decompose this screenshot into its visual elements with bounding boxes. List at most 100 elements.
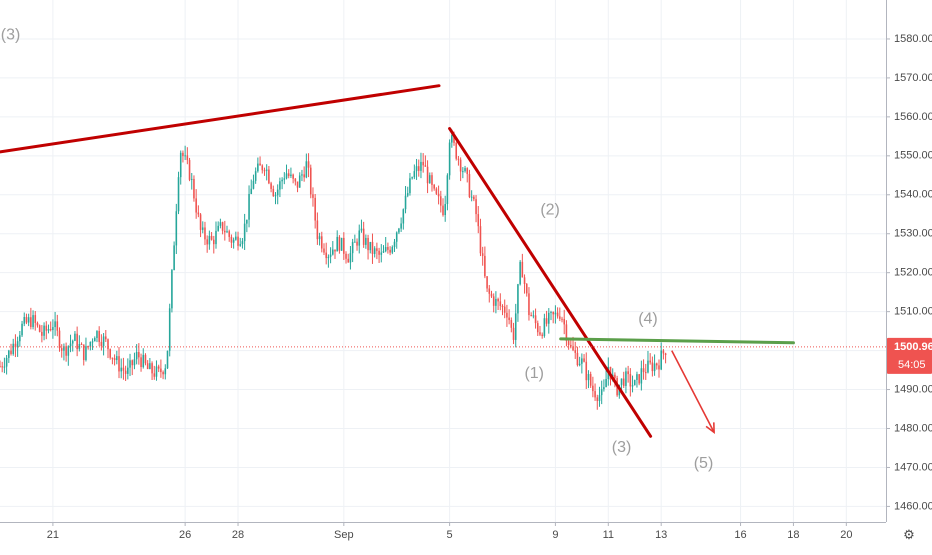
falling-trendline — [448, 127, 653, 438]
candle-body — [71, 340, 74, 344]
candle-body — [186, 155, 189, 161]
candle-body — [647, 360, 649, 373]
candle-body — [598, 395, 601, 402]
candle-body — [140, 357, 142, 368]
candle-body — [118, 356, 120, 372]
candle-body — [235, 236, 237, 240]
candle-body — [559, 316, 561, 319]
candle-body — [444, 204, 446, 216]
candle-body — [499, 301, 502, 307]
candle-body — [314, 197, 316, 221]
candle-body — [468, 174, 471, 197]
candle-body — [41, 331, 43, 336]
candle-body — [195, 198, 197, 213]
candle-body — [550, 311, 552, 313]
candle-body — [642, 368, 645, 373]
candle-body — [47, 329, 50, 331]
candle-body — [492, 296, 495, 306]
candle-body — [338, 236, 341, 251]
x-tick-label: 16 — [734, 529, 746, 541]
candle-body — [261, 165, 264, 171]
candle-body — [237, 236, 239, 246]
candle-body — [38, 325, 41, 332]
candle-body — [149, 363, 151, 369]
candle-body — [56, 321, 59, 331]
candle-body — [157, 366, 160, 369]
candle-body — [199, 214, 202, 230]
current-price-label: 1500.96 — [894, 341, 932, 353]
candle-body — [651, 362, 654, 372]
candle-body — [153, 373, 156, 377]
y-tick-label: 1510.00 — [894, 306, 932, 318]
candle-body — [404, 195, 407, 210]
candle-body — [356, 241, 358, 246]
x-tick-label: 13 — [655, 529, 667, 541]
candle-body — [565, 324, 568, 341]
candle-body — [89, 342, 92, 347]
candle-body — [265, 169, 268, 171]
candle-body — [303, 174, 305, 178]
candle-body — [563, 318, 566, 325]
candle-body — [109, 349, 111, 358]
candle-body — [530, 315, 532, 317]
time-axis-panel — [0, 522, 932, 550]
candle-body — [351, 241, 354, 254]
candle-body — [98, 331, 100, 342]
candle-body — [329, 254, 332, 257]
candle-body — [622, 378, 625, 386]
candle-body — [510, 320, 513, 328]
candle-body — [336, 236, 339, 252]
candle-body — [389, 249, 391, 253]
candle-body — [470, 196, 473, 198]
candle-body — [144, 354, 147, 364]
candle-body — [365, 237, 367, 245]
settings-gear-icon[interactable]: ⚙ — [903, 527, 915, 542]
candle-body — [664, 353, 667, 356]
candle-body — [378, 250, 380, 255]
y-tick-label: 1570.00 — [894, 72, 932, 84]
candle-body — [54, 321, 56, 328]
candle-body — [67, 346, 70, 356]
candle-body — [376, 248, 378, 251]
candle-body — [411, 177, 413, 179]
wave-label: (3) — [612, 439, 632, 456]
candle-body — [576, 352, 579, 366]
candle-body — [58, 330, 61, 349]
candle-body — [332, 249, 334, 255]
wave-label: (2) — [540, 202, 560, 219]
candle-body — [435, 188, 438, 194]
candle-body — [294, 178, 297, 182]
candle-body — [36, 322, 39, 326]
candle-body — [629, 374, 632, 387]
candle-body — [91, 341, 94, 343]
candle-body — [239, 244, 242, 246]
candle-body — [662, 350, 665, 354]
candle-body — [649, 360, 651, 363]
candle-body — [658, 365, 660, 370]
candle-body — [402, 209, 405, 224]
candle-body — [451, 135, 453, 143]
candle-body — [74, 333, 76, 341]
candle-body — [25, 317, 28, 323]
candle-body — [345, 253, 347, 259]
candle-body — [594, 391, 596, 398]
candle-body — [226, 231, 228, 233]
candle-body — [285, 173, 288, 179]
candle-body — [250, 188, 253, 194]
candle-body — [625, 371, 627, 386]
bar-countdown-label: 54:05 — [898, 359, 926, 371]
candle-body — [587, 374, 590, 381]
candle-body — [208, 235, 211, 245]
x-tick-label: 26 — [179, 529, 191, 541]
candle-body — [274, 195, 277, 197]
candle-body — [166, 350, 169, 369]
candle-body — [305, 161, 308, 178]
candle-body — [129, 360, 131, 368]
candle-body — [133, 359, 136, 366]
candle-body — [230, 236, 233, 243]
candle-body — [69, 343, 72, 347]
candle-body — [589, 374, 592, 386]
